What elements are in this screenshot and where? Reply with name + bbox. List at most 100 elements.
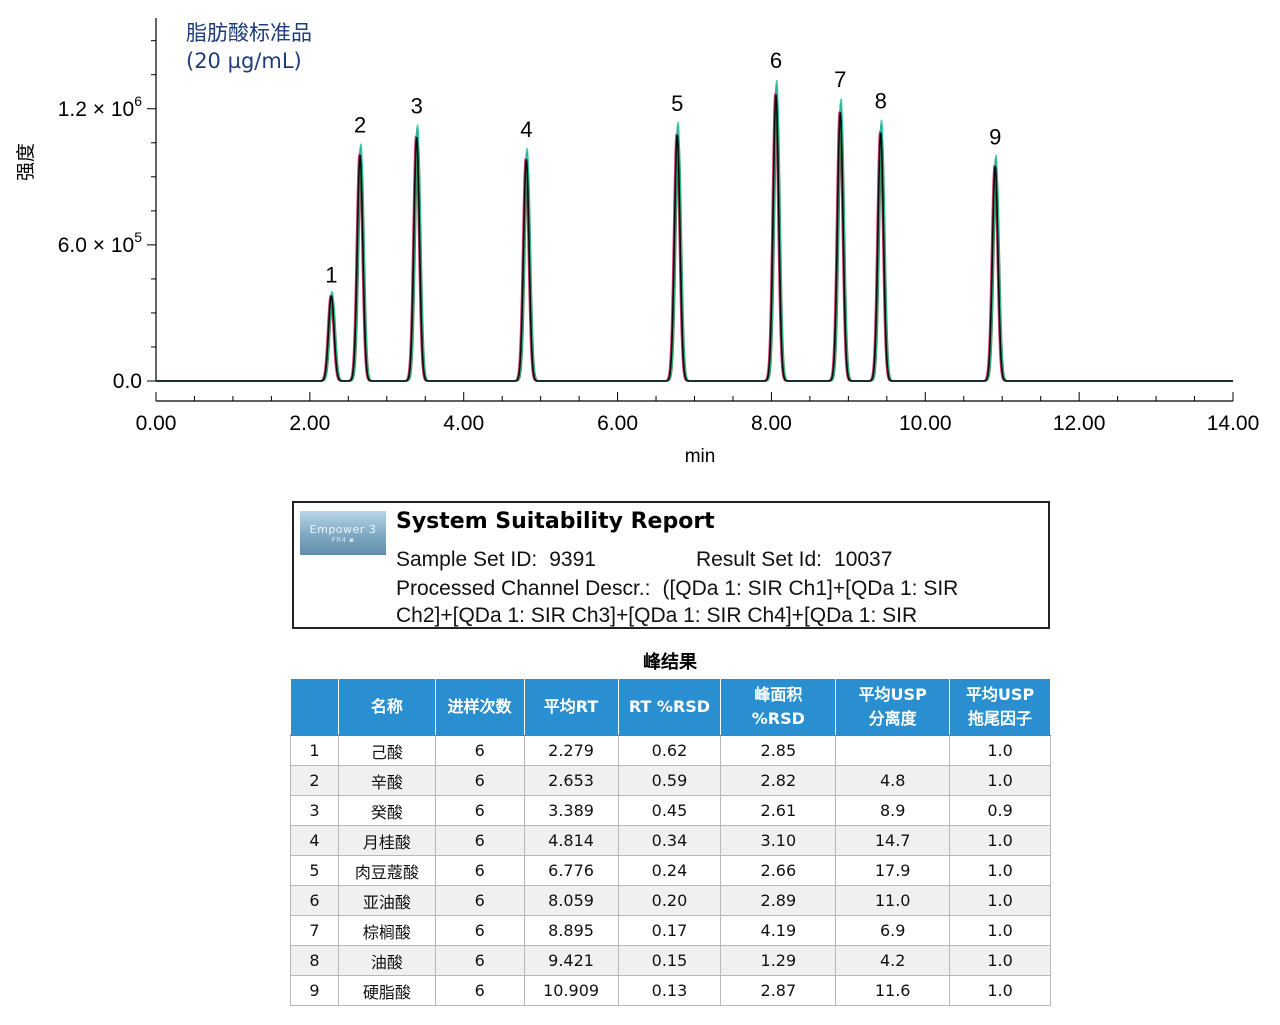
report-ids-line: Sample Set ID: 9391 Result Set Id: 10037: [396, 548, 892, 572]
table-cell: 癸酸: [337, 795, 436, 826]
x-tick-label: 10.00: [899, 412, 952, 435]
table-row: 6 亚油酸 6 8.059 0.20 2.89 11.0 1.0: [290, 885, 1051, 916]
table-caption: 峰结果: [643, 652, 697, 673]
peak-label: 6: [770, 48, 782, 73]
table-cell: 3.389: [523, 795, 619, 826]
table-cell: 6: [434, 765, 525, 796]
table-cell: 2.66: [720, 855, 837, 886]
trace-line: [155, 93, 1234, 382]
table-cell: 9.421: [523, 945, 619, 976]
table-cell: 1: [290, 735, 339, 766]
table-cell: 1.0: [949, 855, 1051, 886]
table-cell: 1.0: [949, 975, 1051, 1006]
y-tick-label: 0.0: [113, 370, 142, 393]
table-cell: 3: [290, 795, 339, 826]
table-cell: 2.653: [523, 765, 619, 796]
chart-subtitle: (20 µg/mL): [186, 49, 302, 73]
table-cell: 6: [434, 735, 525, 766]
table-cell: 6: [434, 795, 525, 826]
peak-label: 8: [875, 89, 887, 114]
y-tick-label: 1.2 × 106: [58, 93, 142, 121]
table-cell: 2: [290, 765, 339, 796]
report-channel-line: Processed Channel Descr.: ([QDa 1: SIR Ch…: [396, 577, 958, 601]
table-cell: 6.9: [835, 915, 951, 946]
table-cell: 7: [290, 915, 339, 946]
table-cell: 6.776: [523, 855, 619, 886]
column-header: RT %RSD: [617, 678, 722, 736]
table-cell: 6: [434, 915, 525, 946]
trace-line: [155, 83, 1234, 382]
x-tick-label: 14.00: [1207, 412, 1260, 435]
table-cell: 4.2: [835, 945, 951, 976]
table-cell: 8: [290, 945, 339, 976]
axes: [155, 18, 1233, 402]
table-cell: 2.87: [720, 975, 837, 1006]
table-cell: 6: [434, 945, 525, 976]
table-row: 8 油酸 6 9.421 0.15 1.29 4.2 1.0: [290, 945, 1051, 976]
x-axis-label: min: [685, 446, 716, 467]
table-cell: 3.10: [720, 825, 837, 856]
table-cell: 4.19: [720, 915, 837, 946]
trace-line: [155, 101, 1234, 382]
result-set-label: Result Set Id:: [695, 548, 823, 571]
x-tick-label: 12.00: [1053, 412, 1106, 435]
peak-results-table: 名称 进样次数 平均RT RT %RSD 峰面积 %RSD 平均USP 分离度 平均USP 拖尾因…: [290, 678, 1051, 1006]
table-row: 5 肉豆蔻酸 6 6.776 0.24 2.66 17.9 1.0: [290, 855, 1051, 886]
column-header: 进样次数: [434, 678, 525, 736]
table-cell: 6: [434, 885, 525, 916]
table-cell: 6: [290, 885, 339, 916]
table-cell: 5: [290, 855, 339, 886]
table-cell: [835, 735, 951, 766]
table-cell: 月桂酸: [337, 825, 436, 856]
table-cell: 4: [290, 825, 339, 856]
table-body: 1 己酸 6 2.279 0.62 2.85 1.0 2 辛酸 6 2.653 0.59 2.82 4.8…: [290, 735, 1051, 1006]
y-tick-label: 6.0 × 105: [58, 229, 142, 257]
table-cell: 棕榈酸: [337, 915, 436, 946]
table-cell: 8.9: [835, 795, 951, 826]
table-row: 1 己酸 6 2.279 0.62 2.85 1.0: [290, 735, 1051, 766]
table-row: 7 棕榈酸 6 8.895 0.17 4.19 6.9 1.0: [290, 915, 1051, 946]
table-cell: 2.89: [720, 885, 837, 916]
channel-value-2: Ch2]+[QDa 1: SIR Ch3]+[QDa 1: SIR Ch4]+[…: [396, 604, 918, 627]
column-header: 名称: [337, 678, 436, 736]
table-cell: 6: [434, 825, 525, 856]
table-cell: 2.61: [720, 795, 837, 826]
ticks: 0.0 6.0 × 105 1.2 × 106 0.00 2.00 4.00 6.00 8.0…: [58, 40, 1260, 435]
table-cell: 0.9: [949, 795, 1051, 826]
x-tick-label: 2.00: [289, 412, 330, 435]
table-cell: 1.0: [949, 945, 1051, 976]
table-cell: 1.29: [720, 945, 837, 976]
table-cell: 2.82: [720, 765, 837, 796]
table-cell: 2.279: [523, 735, 619, 766]
table-cell: 辛酸: [337, 765, 436, 796]
trace-line: [155, 94, 1234, 382]
logo-subtext: FR4 ▪: [331, 535, 355, 544]
table-cell: 4.814: [523, 825, 619, 856]
table-cell: 1.0: [949, 735, 1051, 766]
peak-label: 1: [325, 262, 337, 287]
peak-label: 4: [520, 117, 532, 142]
table-cell: 0.15: [617, 945, 722, 976]
table-cell: 0.59: [617, 765, 722, 796]
x-tick-label: 6.00: [597, 412, 638, 435]
column-header: 峰面积 %RSD: [720, 678, 837, 736]
table-cell: 0.34: [617, 825, 722, 856]
table-cell: 10.909: [523, 975, 619, 1006]
y-tick-exponent: 6: [134, 93, 142, 109]
column-header: 平均USP 分离度: [835, 678, 951, 736]
table-cell: 0.45: [617, 795, 722, 826]
sample-set-value: 9391: [549, 548, 596, 571]
table-header-row: 名称 进样次数 平均RT RT %RSD 峰面积 %RSD 平均USP 分离度 平均USP 拖尾因…: [290, 678, 1051, 736]
table-cell: 6: [434, 975, 525, 1006]
trace-line: [155, 79, 1234, 382]
table-cell: 0.62: [617, 735, 722, 766]
system-suitability-report: Empower 3 FR4 ▪ System Suitability Repor…: [292, 501, 1050, 629]
logo-text: Empower 3: [309, 522, 377, 536]
table-cell: 8.059: [523, 885, 619, 916]
y-axis-label: 强度: [15, 143, 37, 181]
table-cell: 2.85: [720, 735, 837, 766]
table-cell: 6: [434, 855, 525, 886]
table-cell: 11.6: [835, 975, 951, 1006]
table-cell: 己酸: [337, 735, 436, 766]
column-header: 平均USP 拖尾因子: [949, 678, 1051, 736]
